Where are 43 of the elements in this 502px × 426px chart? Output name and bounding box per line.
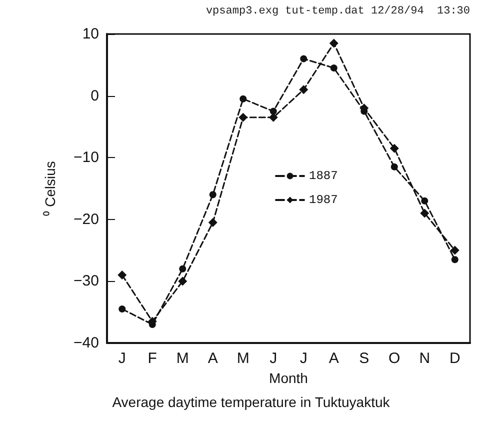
x-tick-label: N bbox=[419, 350, 430, 367]
point bbox=[118, 306, 126, 313]
x-axis-title: Month bbox=[269, 370, 308, 386]
x-tick-label: F bbox=[148, 350, 157, 367]
point bbox=[420, 208, 430, 218]
y-tick-label: −10 bbox=[74, 149, 99, 166]
point bbox=[178, 276, 188, 286]
x-tick-label: J bbox=[300, 350, 308, 367]
point bbox=[299, 85, 308, 94]
y-axis-title: ⁰ Celsius bbox=[42, 161, 58, 216]
y-tick-label: −30 bbox=[74, 272, 99, 290]
point bbox=[179, 265, 186, 272]
x-tick-label: M bbox=[236, 350, 250, 367]
x-tick-label: A bbox=[328, 350, 339, 367]
text: vpsamp3.exg tut-temp.dat 12/28/94 13:30 bbox=[206, 6, 470, 18]
point bbox=[240, 95, 247, 102]
point bbox=[390, 163, 398, 170]
x-tick-label: D bbox=[449, 350, 460, 367]
y-tick-label: 10 bbox=[82, 26, 99, 42]
legend-label: 1987 bbox=[309, 193, 338, 207]
point bbox=[390, 144, 399, 153]
point bbox=[329, 38, 338, 48]
y-tick-label: −40 bbox=[74, 334, 99, 352]
point bbox=[209, 191, 216, 198]
point bbox=[238, 112, 248, 122]
point bbox=[270, 108, 277, 115]
y-tick-label: 0 bbox=[90, 87, 99, 104]
x-tick-label: J bbox=[118, 350, 126, 367]
x-tick-label: A bbox=[208, 350, 218, 367]
point bbox=[330, 64, 338, 72]
x-tick-label: M bbox=[176, 350, 189, 367]
point bbox=[118, 270, 127, 280]
point bbox=[300, 55, 308, 62]
x-tick-label: O bbox=[388, 350, 400, 367]
point bbox=[421, 197, 428, 204]
x-tick-label: S bbox=[359, 350, 370, 367]
y-tick-label: −20 bbox=[74, 210, 99, 228]
point bbox=[450, 246, 460, 255]
legend-label: 1887 bbox=[309, 169, 338, 183]
x-tick-label: J bbox=[270, 350, 278, 367]
text: Average daytime temperature in Tuktuyaktuk bbox=[112, 394, 391, 410]
point bbox=[208, 218, 218, 227]
point bbox=[451, 256, 458, 264]
